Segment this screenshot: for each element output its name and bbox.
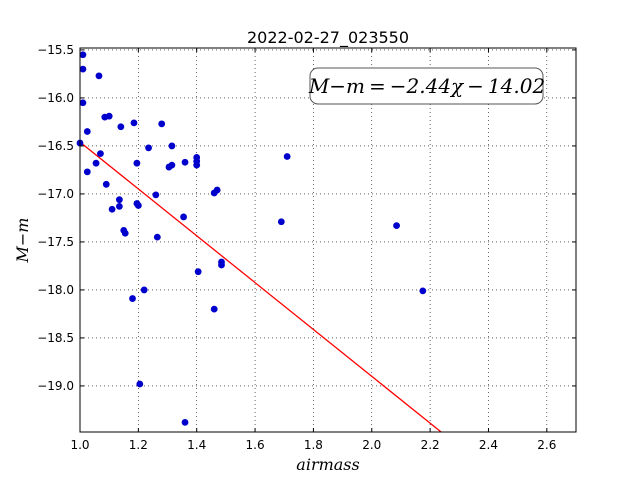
data-point [79, 51, 87, 59]
x-tick-label: 2.4 [479, 438, 498, 452]
plot-background [80, 48, 576, 432]
data-point [136, 380, 144, 388]
data-point [102, 180, 110, 188]
data-point [133, 159, 141, 167]
data-point [152, 191, 160, 199]
y-tick-label: −15.5 [37, 43, 74, 57]
x-tick-label: 1.0 [70, 438, 89, 452]
fit-equation: M−m = −2.44χ − 14.02 [308, 74, 545, 98]
data-point [105, 112, 113, 120]
data-point [194, 268, 202, 276]
x-tick-label: 1.6 [246, 438, 265, 452]
data-point [92, 159, 100, 167]
data-point [277, 218, 285, 226]
chart-title: 2022-02-27_023550 [247, 28, 409, 48]
y-tick-label: −18.5 [37, 331, 74, 345]
data-point [168, 161, 176, 169]
data-point [117, 123, 125, 131]
data-point [129, 295, 136, 302]
data-point [158, 120, 166, 128]
fit-line [79, 141, 442, 433]
plot-frame [79, 47, 577, 433]
x-tick-label: 1.8 [304, 438, 323, 452]
x-tick-label: 1.2 [129, 438, 148, 452]
y-axis-label: M−m [13, 218, 32, 264]
data-point [134, 202, 142, 209]
data-point [193, 161, 201, 169]
data-point [218, 261, 225, 269]
y-tick-label: −16.0 [37, 91, 74, 105]
data-point [83, 128, 91, 135]
data-point [79, 99, 87, 107]
data-point [79, 65, 87, 73]
x-tick-label: 2.2 [421, 438, 440, 452]
fit-annotation: M−m = −2.44χ − 14.02 [308, 67, 545, 105]
data-point [115, 196, 123, 204]
x-axis-label: airmass [296, 455, 359, 474]
data-points [76, 51, 427, 426]
data-point [210, 305, 218, 313]
data-point [181, 419, 189, 426]
data-point [419, 287, 427, 295]
data-point [83, 168, 91, 176]
y-tick-label: −16.5 [37, 139, 74, 153]
data-point [153, 233, 161, 241]
annotation-box-frame [309, 67, 544, 105]
grid [79, 48, 576, 432]
data-point [180, 213, 187, 221]
data-point [115, 203, 123, 210]
data-point [140, 286, 148, 294]
data-point [145, 144, 152, 152]
x-tick-label: 2.0 [362, 438, 381, 452]
fit-line-layer [79, 141, 442, 433]
data-point [393, 222, 400, 230]
data-point [121, 229, 129, 237]
data-point [95, 72, 103, 80]
data-point [97, 150, 104, 158]
axis-ticks: 1.0 1.2 1.4 1.6 1.8 2.0 2.2 2.4 2.6 −15.5 −16.0 −16… [37, 43, 576, 452]
y-tick-label: −18.0 [37, 283, 74, 297]
y-tick-label: −17.5 [37, 235, 74, 249]
x-tick-label: 1.4 [187, 438, 206, 452]
x-tick-label: 2.6 [537, 438, 556, 452]
data-point [181, 158, 189, 166]
y-tick-label: −17.0 [37, 187, 74, 201]
data-point [213, 186, 221, 194]
data-point [168, 142, 176, 150]
data-point [108, 205, 116, 213]
data-point [130, 119, 138, 127]
plot-area: 1.0 1.2 1.4 1.6 1.8 2.0 2.2 2.4 2.6 −15.5 −16.0 −16… [37, 43, 577, 452]
data-point [283, 153, 291, 160]
y-tick-label: −19.0 [37, 379, 74, 393]
